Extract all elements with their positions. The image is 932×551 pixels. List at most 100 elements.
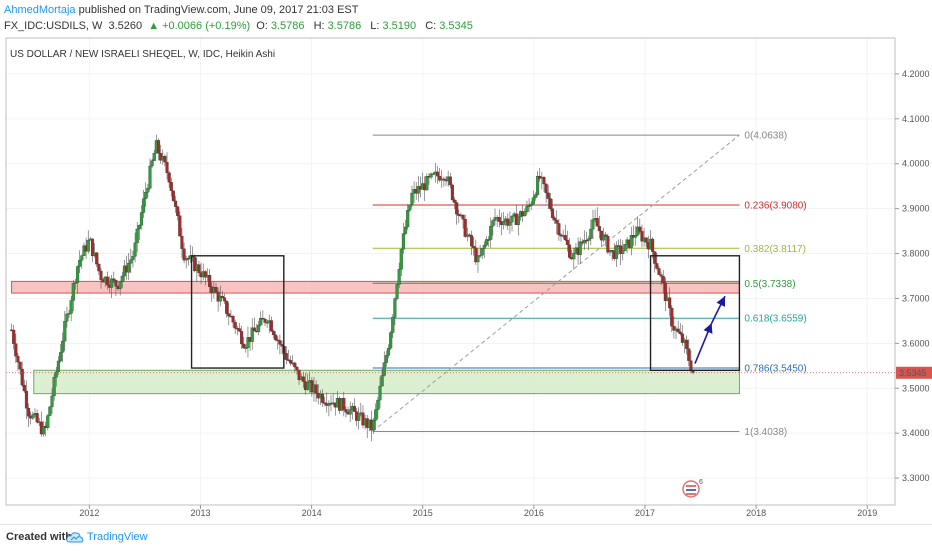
- candle-body: [533, 194, 538, 198]
- author-link[interactable]: AhmedMortaja: [4, 4, 76, 16]
- rect-boxes: [190, 255, 741, 371]
- support-zone: [33, 369, 740, 395]
- y-tick-label: 4.1000: [902, 114, 930, 124]
- candle-body: [297, 369, 301, 381]
- candle-body: [546, 192, 550, 199]
- fib-label: 0.618(3.6559): [744, 314, 806, 325]
- candle-body: [139, 212, 144, 226]
- candle-body: [95, 252, 99, 265]
- candle-body: [18, 361, 22, 370]
- candle-body: [176, 206, 180, 216]
- candle-body: [644, 237, 648, 243]
- candle-body: [208, 275, 212, 287]
- candle-body: [225, 300, 229, 314]
- candle-body: [180, 235, 184, 249]
- candle-body: [22, 384, 26, 392]
- candle-body: [450, 184, 454, 201]
- tradingview-cloud-icon: [66, 532, 84, 543]
- candle-body: [137, 225, 141, 230]
- candle-body: [14, 343, 18, 357]
- candle-body: [676, 328, 680, 333]
- candle-body: [544, 183, 548, 194]
- candle-body: [661, 276, 665, 283]
- candle-body: [127, 263, 131, 273]
- candle-body: [638, 226, 642, 232]
- candle-body: [73, 282, 77, 284]
- x-tick-label: 2013: [190, 508, 210, 518]
- plot-frame: [5, 37, 896, 506]
- fib-label: 1(3.4038): [744, 427, 787, 438]
- candle-body: [374, 409, 378, 421]
- low-label: L:: [370, 20, 380, 32]
- event-flag-icon[interactable]: 6: [682, 479, 703, 498]
- candle-body: [110, 278, 114, 288]
- candle-body: [531, 197, 535, 205]
- candle-body: [173, 200, 178, 207]
- x-tick-label: 2015: [413, 508, 433, 518]
- candle-body: [63, 321, 67, 342]
- candle-body: [133, 242, 137, 257]
- candle-body: [35, 413, 39, 423]
- candle-body: [131, 256, 135, 260]
- candle-body: [425, 176, 429, 191]
- candle-body: [222, 297, 227, 302]
- projection-arrows: [694, 295, 726, 364]
- candle-body: [61, 340, 65, 353]
- candle-body: [112, 278, 116, 281]
- candle-body: [50, 395, 54, 408]
- candle-body: [497, 217, 501, 222]
- candle-body: [295, 366, 299, 371]
- last-price-badge: [896, 366, 932, 379]
- y-tick-label: 3.8000: [902, 249, 930, 259]
- candle-body: [261, 317, 265, 320]
- up-arrow-icon: ▲: [148, 20, 160, 32]
- candle-body: [452, 199, 457, 203]
- candle-body: [455, 202, 459, 215]
- candle-body: [67, 313, 71, 315]
- candle-body: [280, 344, 284, 347]
- ohlc-bar: FX_IDC:USDILS, W 3.5260 ▲ +0.0066 (+0.19%…: [4, 19, 479, 33]
- x-tick-label: 2014: [302, 508, 322, 518]
- candle-body: [406, 210, 410, 228]
- candle-body: [595, 218, 599, 227]
- candle-body: [672, 326, 676, 331]
- candle-body: [435, 171, 440, 177]
- candle-body: [527, 205, 531, 207]
- x-tick-label: 2012: [79, 508, 99, 518]
- candle-body: [114, 280, 118, 287]
- candle-body: [655, 263, 659, 269]
- candle-body: [357, 413, 361, 421]
- y-tick-label: 3.9000: [902, 204, 930, 214]
- candle-body: [542, 177, 546, 185]
- candle-body: [220, 295, 224, 298]
- high-value: 3.5786: [327, 20, 362, 32]
- candle-body: [167, 172, 171, 183]
- candle-body: [246, 337, 250, 348]
- candle-body: [118, 281, 122, 290]
- candle-body: [487, 239, 491, 241]
- candle-body: [86, 240, 90, 252]
- candle-body: [401, 233, 405, 250]
- candle-body: [71, 282, 75, 301]
- candle-body: [442, 178, 446, 181]
- y-tick-label: 3.6000: [902, 338, 930, 348]
- candle-body: [146, 187, 150, 193]
- candle-body: [271, 330, 276, 336]
- candle-body: [314, 384, 318, 394]
- candle-body: [563, 235, 567, 241]
- candle-body: [182, 248, 186, 261]
- fib-label: 0(4.0638): [744, 131, 787, 142]
- candle-body: [54, 371, 58, 378]
- candle-body: [591, 219, 595, 230]
- candle-body: [171, 190, 175, 202]
- tradingview-brand-link[interactable]: TradingView: [87, 531, 148, 543]
- candle-body: [587, 238, 591, 241]
- candle-body: [203, 271, 207, 278]
- candle-body: [623, 244, 627, 251]
- fib-label: 0.5(3.7338): [744, 279, 795, 290]
- close-value: 3.5345: [439, 20, 473, 32]
- price-chart[interactable]: 0(4.0638) 0.236(3.9080) 0.382(3.8117) 0.5(3…: [0, 0, 932, 524]
- candle-body: [493, 217, 497, 221]
- candle-body: [12, 329, 16, 344]
- candle-body: [56, 360, 60, 373]
